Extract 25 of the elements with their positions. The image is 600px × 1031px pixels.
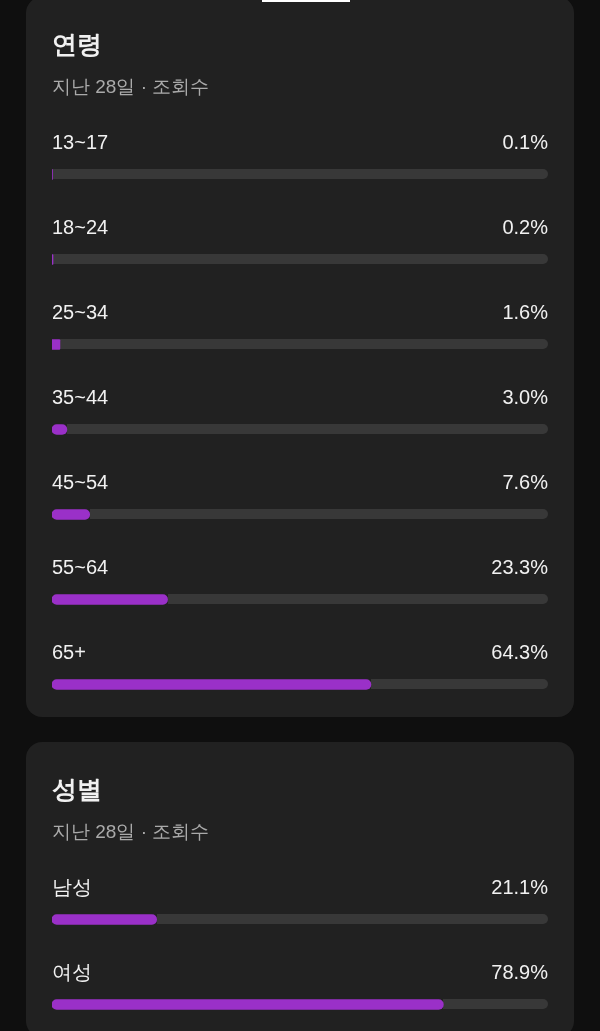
chart-subtitle: 지난 28일 · 조회수	[52, 821, 210, 843]
y-tick-label: 18~24	[52, 215, 109, 238]
data-label: 0.2%	[502, 215, 549, 238]
bar	[52, 593, 168, 605]
chart-subtitle: 지난 28일 · 조회수	[52, 76, 210, 98]
y-tick-label: 65+	[52, 640, 86, 663]
data-label: 21.1%	[491, 875, 549, 898]
data-label: 23.3%	[491, 555, 549, 578]
y-tick-label: 남성	[52, 875, 92, 898]
data-label: 1.6%	[502, 300, 549, 323]
y-tick-label: 35~44	[52, 385, 109, 408]
data-label: 0.1%	[502, 130, 549, 153]
data-label: 78.9%	[491, 960, 549, 983]
chart-title: 연령	[52, 29, 102, 59]
bar	[52, 338, 61, 350]
data-label: 7.6%	[502, 470, 549, 493]
y-tick-label: 여성	[52, 960, 92, 983]
y-tick-label: 13~17	[52, 130, 109, 153]
chart-title: 성별	[52, 774, 102, 804]
bar	[52, 508, 91, 520]
y-tick-label: 55~64	[52, 555, 109, 578]
y-tick-label: 25~34	[52, 300, 109, 323]
y-tick-label: 45~54	[52, 470, 109, 493]
data-label: 3.0%	[502, 385, 549, 408]
data-label: 64.3%	[491, 640, 549, 663]
